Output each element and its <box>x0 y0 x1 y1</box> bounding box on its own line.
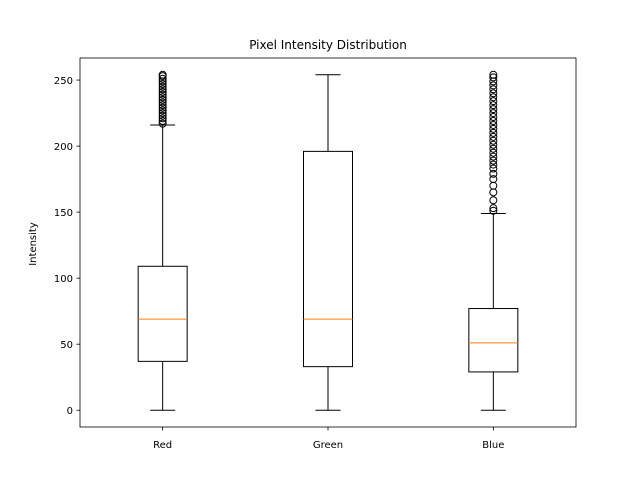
outlier-point <box>489 206 498 215</box>
y-tick-label: 250 <box>54 76 73 87</box>
outlier-point <box>489 160 498 169</box>
outlier-point <box>158 70 167 79</box>
box-iqr <box>468 308 519 373</box>
outlier-point <box>158 74 167 83</box>
x-tick-label: Red <box>153 440 172 451</box>
outlier-point <box>158 95 167 104</box>
outlier-point <box>158 119 167 128</box>
outlier-point <box>158 101 167 110</box>
outlier-point <box>489 152 498 161</box>
outlier-point <box>489 140 498 149</box>
chart-title: Pixel Intensity Distribution <box>249 38 407 52</box>
outlier-point <box>489 70 498 79</box>
box-iqr <box>137 265 188 362</box>
box-iqr <box>303 150 353 368</box>
y-axis-label: Intensity <box>28 222 39 266</box>
y-tick-label: 200 <box>54 142 73 153</box>
outlier-point <box>158 80 167 89</box>
outlier-point <box>158 116 167 125</box>
y-tick-label: 150 <box>54 208 73 219</box>
outlier-point <box>489 109 498 118</box>
outlier-point <box>489 89 498 98</box>
outlier-point <box>158 85 167 94</box>
outlier-point <box>158 98 167 107</box>
outlier-point <box>158 109 167 118</box>
outlier-point <box>489 132 498 141</box>
outlier-point <box>489 196 498 205</box>
outlier-point <box>489 93 498 102</box>
outlier-point <box>489 113 498 122</box>
outlier-point <box>489 136 498 145</box>
outlier-point <box>158 103 167 112</box>
outlier-point <box>489 148 498 157</box>
outlier-point <box>489 105 498 114</box>
outlier-point <box>158 106 167 115</box>
outlier-point <box>489 73 498 82</box>
outlier-point <box>158 82 167 91</box>
outlier-point <box>158 87 167 96</box>
outlier-point <box>489 97 498 106</box>
outlier-point <box>489 116 498 125</box>
outlier-point <box>489 164 498 173</box>
x-tick-label: Green <box>313 440 343 451</box>
outlier-point <box>489 169 498 178</box>
outlier-point <box>489 81 498 90</box>
outlier-point <box>489 175 498 184</box>
outlier-point <box>489 85 498 94</box>
outlier-point <box>489 101 498 110</box>
outlier-point <box>158 114 167 123</box>
outlier-point <box>489 144 498 153</box>
outlier-point <box>489 128 498 137</box>
y-tick-label: 100 <box>54 274 73 285</box>
outlier-point <box>489 124 498 133</box>
y-tick-label: 50 <box>60 340 73 351</box>
outlier-point <box>158 93 167 102</box>
x-tick-label: Blue <box>482 440 504 451</box>
outlier-point <box>158 111 167 120</box>
outlier-point <box>489 120 498 129</box>
plot-frame <box>79 57 577 428</box>
outlier-point <box>489 204 498 213</box>
y-tick-label: 0 <box>67 406 73 417</box>
outlier-point <box>489 156 498 165</box>
outlier-point <box>158 90 167 99</box>
